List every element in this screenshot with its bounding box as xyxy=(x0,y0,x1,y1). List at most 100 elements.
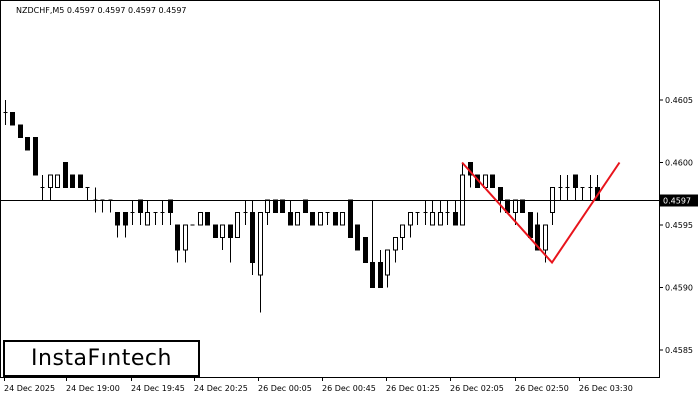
candle-body-bear xyxy=(348,199,353,238)
candle xyxy=(310,212,315,226)
x-tick-label: 26 Dec 01:25 xyxy=(386,384,440,393)
candle xyxy=(355,224,360,251)
current-price-label: 0.4597 xyxy=(663,197,691,206)
candle-body-bear xyxy=(520,199,525,213)
current-price-badge xyxy=(660,194,698,207)
x-tick-label: 26 Dec 02:50 xyxy=(515,384,569,393)
candle-body-bull xyxy=(408,212,413,226)
candle xyxy=(490,174,495,188)
candle xyxy=(445,200,450,225)
candle xyxy=(280,199,285,213)
candle xyxy=(3,100,8,125)
candle xyxy=(288,200,293,226)
candle-body-bear xyxy=(528,212,533,238)
candle-body-bull xyxy=(318,212,323,226)
x-tick-label: 24 Dec 20:25 xyxy=(194,384,248,393)
candle-body-bear xyxy=(138,199,143,213)
candle xyxy=(385,249,390,288)
candle xyxy=(453,200,458,226)
candle-body-bear xyxy=(10,112,15,126)
candle xyxy=(85,187,90,200)
candle xyxy=(318,212,323,226)
instafintech-logo: InstaFıntech xyxy=(3,340,200,377)
x-tick-label: 24 Dec 2025 xyxy=(4,384,55,393)
double-top-pattern xyxy=(461,161,621,265)
plot-area-border xyxy=(0,0,660,378)
candle-body-bear xyxy=(250,212,255,263)
candle xyxy=(430,200,435,226)
candle xyxy=(183,224,188,263)
candle-body-bear xyxy=(280,199,285,213)
candle-body-bear xyxy=(123,212,128,226)
candle xyxy=(213,224,218,238)
y-tick-label: 0.4605 xyxy=(665,96,693,105)
x-tick-label: 26 Dec 00:05 xyxy=(258,384,312,393)
candle xyxy=(408,212,413,238)
candle xyxy=(70,174,75,188)
candle-body-bull xyxy=(543,224,548,251)
candle-body-bull xyxy=(265,199,270,213)
x-tick-label: 24 Dec 19:00 xyxy=(66,384,120,393)
candle xyxy=(108,199,113,213)
candle xyxy=(40,175,45,200)
candle-body-bull xyxy=(145,212,150,226)
x-tick-label: 26 Dec 03:30 xyxy=(579,384,633,393)
candle xyxy=(145,200,150,226)
candle xyxy=(535,212,540,251)
candle-body-bull xyxy=(55,174,60,188)
candle xyxy=(393,237,398,263)
x-tick-label: 24 Dec 19:45 xyxy=(131,384,185,393)
candle xyxy=(250,200,255,275)
candle xyxy=(123,212,128,238)
candle-body-bull xyxy=(513,199,518,213)
candle-body-bear xyxy=(288,212,293,226)
candle-body-bear xyxy=(378,262,383,288)
candle-body-bull xyxy=(183,224,188,251)
candle xyxy=(438,200,443,226)
pattern-line xyxy=(461,161,621,265)
candle xyxy=(370,200,375,288)
candle xyxy=(325,212,330,225)
y-tick-label: 0.4595 xyxy=(665,221,693,230)
candle xyxy=(273,199,278,213)
y-tick-label: 0.4585 xyxy=(665,346,693,355)
candle-body-bear xyxy=(205,212,210,226)
candle-body-bear xyxy=(355,224,360,251)
candle-body-bear xyxy=(370,262,375,288)
candle xyxy=(130,200,135,225)
candle-body-bull xyxy=(235,212,240,238)
candle xyxy=(258,212,263,313)
candle-body-bear xyxy=(303,199,308,213)
candle-body-bear xyxy=(33,137,38,176)
candle-body-bear xyxy=(168,199,173,213)
x-axis: 24 Dec 2025 24 Dec 19:00 24 Dec 19:45 24 De… xyxy=(4,377,633,393)
candle-body-bull xyxy=(393,237,398,251)
candle xyxy=(175,224,180,263)
candle-body-bear xyxy=(70,174,75,188)
candle-body-bear xyxy=(273,199,278,213)
candle-body-bear xyxy=(573,174,578,188)
candle-body-bear xyxy=(498,187,503,201)
y-tick-label: 0.4600 xyxy=(665,159,693,168)
candle xyxy=(33,137,38,176)
y-axis: 0.4605 0.4600 0.4595 0.4590 0.4585 xyxy=(659,96,693,355)
candle xyxy=(340,212,345,226)
candle-body-bull xyxy=(198,212,203,226)
candle xyxy=(25,137,30,151)
candle xyxy=(400,224,405,250)
candle xyxy=(48,174,53,200)
candle xyxy=(588,175,593,200)
candle xyxy=(460,162,465,226)
x-tick-label: 26 Dec 00:45 xyxy=(322,384,376,393)
candle-body-bull xyxy=(385,249,390,276)
y-tick-label: 0.4590 xyxy=(665,284,693,293)
candle xyxy=(333,212,338,226)
candle xyxy=(243,200,248,225)
candle xyxy=(265,199,270,225)
candle xyxy=(168,199,173,225)
candle xyxy=(138,199,143,225)
candle xyxy=(550,187,555,225)
candle xyxy=(160,200,165,225)
candle-body-bear xyxy=(63,162,68,188)
candle xyxy=(205,212,210,226)
